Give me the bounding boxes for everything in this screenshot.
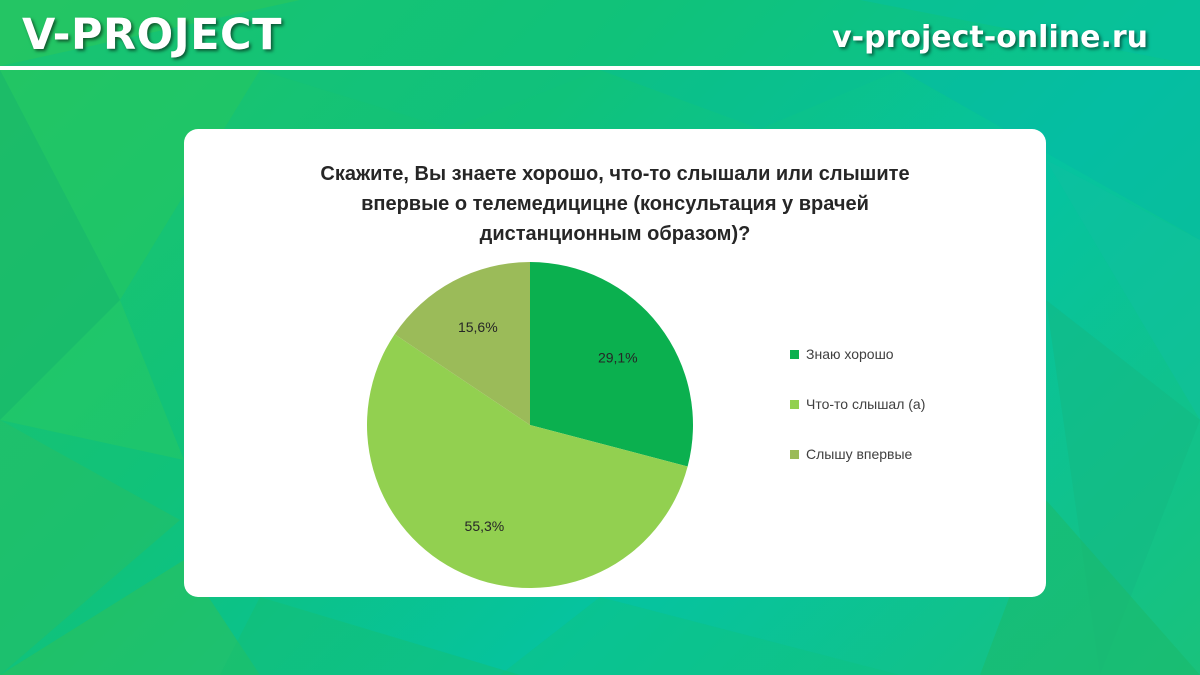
chart-title-line-3: дистанционным образом)? (479, 223, 751, 245)
legend-item-vpervye: Слышу впервые (790, 429, 925, 479)
pie-chart: 29,1% 55,3% 15,6% (367, 262, 693, 588)
chart-title-line-2: впервые о телемедицицне (консультация у … (361, 193, 869, 215)
site-url: v-project-online.ru (832, 20, 1148, 55)
chart-card: Скажите, Вы знаете хорошо, что-то слышал… (184, 129, 1046, 597)
legend-label: Что-то слышал (а) (806, 396, 926, 412)
legend-swatch (790, 449, 799, 459)
chart-legend: Знаю хорошо Что-то слышал (а) Слышу впер… (790, 346, 925, 479)
pie-data-label: 15,6% (458, 319, 498, 335)
legend-swatch (790, 349, 799, 359)
legend-item-slyshal: Что-то слышал (а) (790, 379, 925, 429)
chart-title-line-1: Скажите, Вы знаете хорошо, что-то слышал… (320, 163, 910, 185)
pie-slice-znayu (530, 262, 693, 467)
pie-data-label: 55,3% (465, 518, 505, 534)
chart-title: Скажите, Вы знаете хорошо, что-то слышал… (304, 159, 926, 249)
pie-data-label: 29,1% (598, 349, 638, 365)
legend-swatch (790, 399, 799, 409)
header-divider (0, 66, 1200, 70)
legend-label: Знаю хорошо (806, 346, 894, 362)
pie-slice-slyshal (367, 334, 688, 588)
pie-slice-vpervye (394, 262, 530, 425)
brand-logo-text: V-PROJECT (22, 10, 282, 60)
legend-item-znayu: Знаю хорошо (790, 329, 925, 379)
legend-label: Слышу впервые (806, 446, 913, 462)
